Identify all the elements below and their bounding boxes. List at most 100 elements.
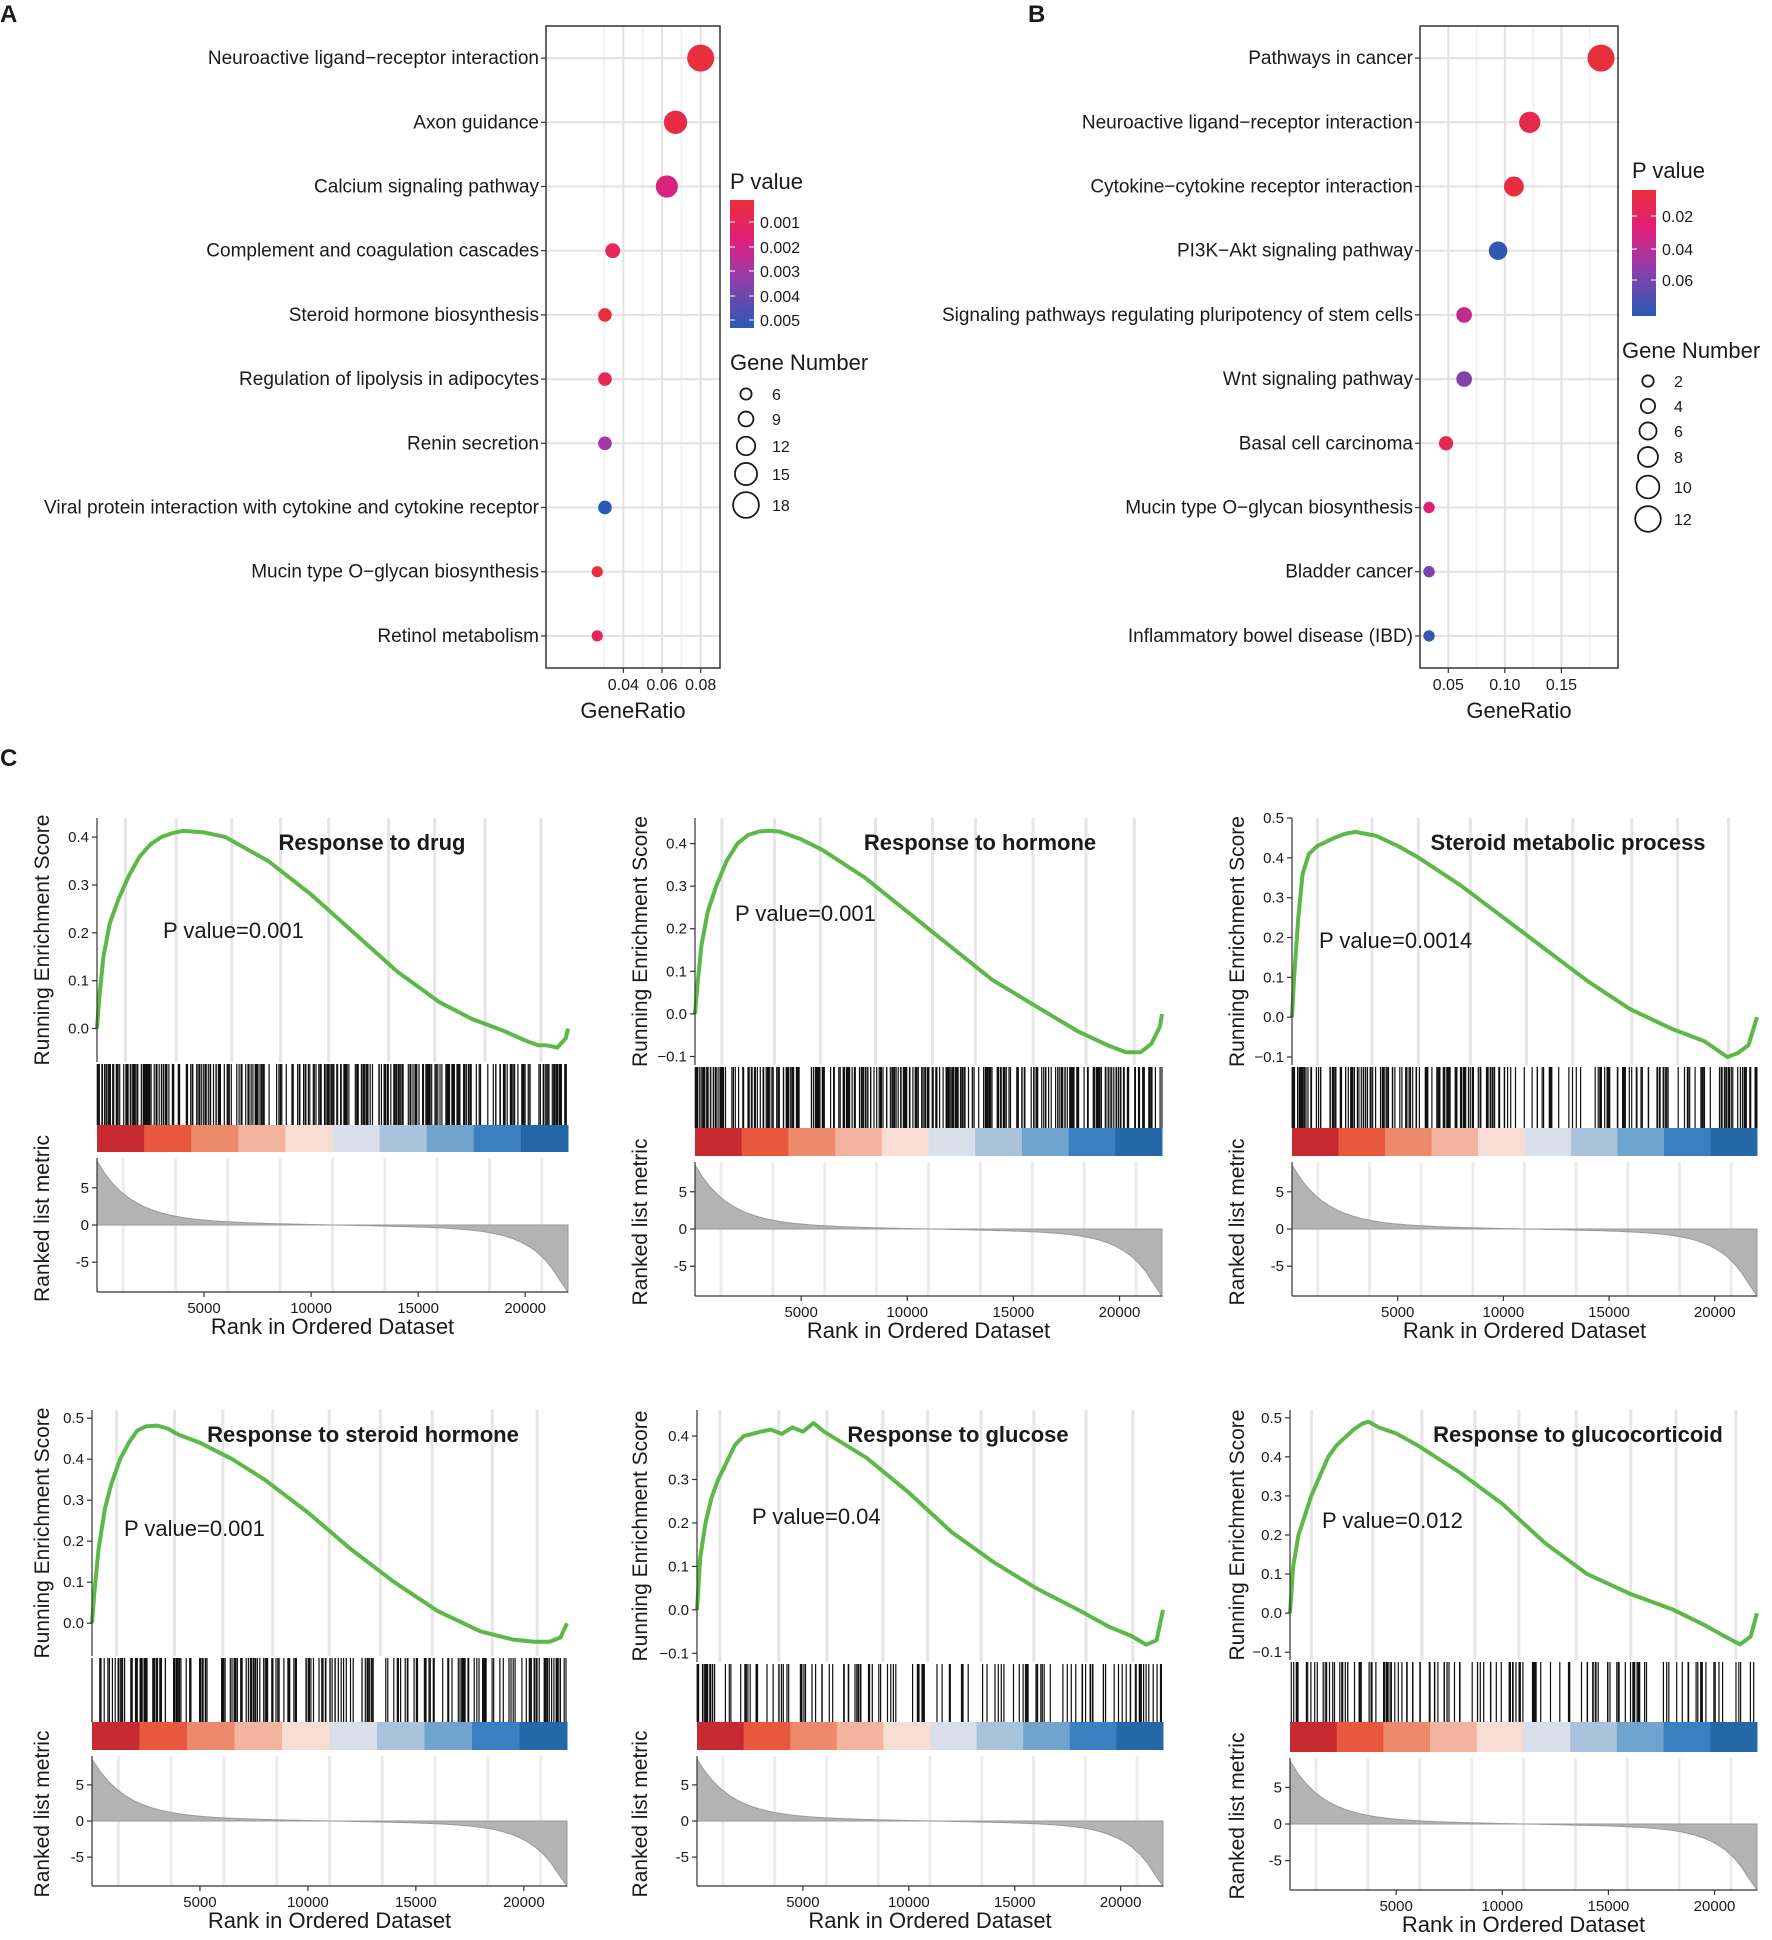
rank-heat-segment: [1616, 1722, 1665, 1752]
es-y-tick-label: 0.2: [666, 921, 687, 938]
rank-heat-segment: [1290, 1722, 1338, 1752]
gsea-title: Response to drug: [278, 830, 465, 855]
es-y-tick-label: 0.4: [666, 836, 687, 853]
data-point: [598, 436, 612, 451]
rank-heat-segment: [285, 1125, 333, 1152]
rank-heat-segment: [332, 1125, 381, 1152]
rank-heat-segment: [329, 1722, 378, 1750]
data-point: [1519, 111, 1541, 133]
panel-letter-c: C: [0, 745, 17, 772]
data-point: [591, 630, 603, 642]
size-legend-label: 9: [772, 412, 781, 429]
rank-heat-segment: [1383, 1722, 1431, 1752]
plot-frame: [1419, 25, 1619, 669]
es-y-tick-label: 0.4: [68, 829, 89, 846]
size-legend-label: 12: [772, 439, 790, 456]
es-y-tick-label: 0.2: [63, 1533, 84, 1550]
rank-y-tick-label: 5: [681, 1777, 689, 1794]
term-label: PI3K−Akt signaling pathway: [1177, 241, 1414, 262]
data-point: [687, 44, 715, 72]
rank-heat-segment: [187, 1722, 235, 1750]
gsea-plot-response-to-steroid-hormone: 0.0 0.1 0.2 0.3 0.4 0.5 Response to steroid ho…: [31, 1408, 569, 1933]
x-axis-title: GeneRatio: [580, 698, 685, 723]
rank-heat-segment: [1476, 1722, 1524, 1752]
rank-x-tick-label: 10000: [1481, 1898, 1523, 1915]
rank-x-tick-label: 20000: [503, 1894, 545, 1911]
ranked-metric-area: [696, 1757, 1164, 1888]
p-value-annotation: P value=0.012: [1322, 1508, 1463, 1533]
es-y-tick-label: −0.1: [657, 1048, 687, 1065]
gsea-title: Steroid metabolic process: [1430, 830, 1705, 855]
ranked-metric-area: [1291, 1163, 1758, 1298]
data-point: [1456, 307, 1472, 323]
rank-y-tick-label: 5: [81, 1180, 89, 1197]
x-axis-title: GeneRatio: [1466, 698, 1571, 723]
es-y-tick-label: 0.2: [668, 1515, 689, 1532]
rank-heat-segment: [1570, 1722, 1618, 1752]
rank-y-axis-title: Ranked list metric: [31, 1731, 54, 1898]
gsea-title: Response to glucose: [847, 1422, 1068, 1447]
size-legend-circle: [739, 387, 753, 401]
size-legend-label: 15: [772, 467, 790, 484]
es-y-tick-label: 0.3: [668, 1472, 689, 1489]
ranked-metric-area: [91, 1757, 568, 1888]
rank-heat-segment: [1710, 1128, 1758, 1156]
ranked-metric-area: [96, 1159, 569, 1294]
rank-y-tick-label: 0: [81, 1217, 89, 1234]
rank-heat-segment: [424, 1722, 473, 1750]
rank-x-tick-label: 10000: [888, 1894, 930, 1911]
es-y-tick-label: 0.5: [1263, 810, 1284, 827]
term-label: Complement and coagulation cascades: [206, 241, 539, 262]
gsea-plot-response-to-glucocorticoid: −0.1 0.0 0.1 0.2 0.3 0.4 0.5 Response to glucoc…: [1226, 1410, 1759, 1937]
gene-hit-marks: [696, 1664, 1162, 1722]
rank-x-tick-label: 10000: [290, 1300, 332, 1317]
es-y-tick-label: 0.2: [1261, 1527, 1282, 1544]
rank-heat-segment: [788, 1128, 836, 1156]
rank-heat-segment: [472, 1722, 520, 1750]
data-point: [591, 566, 603, 578]
rank-heat-segment: [1431, 1128, 1479, 1156]
gsea-plot-steroid-metabolic-process: −0.1 0.0 0.1 0.2 0.3 0.4 0.5 Steroid metabolic …: [1226, 810, 1759, 1343]
rank-x-tick-label: 5000: [183, 1894, 216, 1911]
x-axis-title: Rank in Ordered Dataset: [1403, 1318, 1646, 1343]
term-label: Neuroactive ligand−receptor interaction: [1082, 112, 1413, 133]
rank-heat-segment: [1023, 1722, 1071, 1750]
es-y-tick-label: 0.4: [1261, 1449, 1282, 1466]
size-legend-circle: [734, 462, 758, 486]
data-point: [663, 110, 688, 134]
dotplot-panel-a: Neuroactive ligand−receptor interaction A…: [44, 25, 868, 723]
es-y-tick-label: 0.5: [63, 1410, 84, 1427]
term-label: Retinol metabolism: [377, 626, 539, 647]
rank-heat-segment: [1116, 1722, 1164, 1750]
rank-heat-segment: [928, 1128, 976, 1156]
rank-x-tick-label: 15000: [395, 1894, 437, 1911]
rank-heat-segment: [743, 1722, 791, 1750]
rank-y-tick-label: 0: [679, 1221, 687, 1238]
rank-y-tick-label: -5: [71, 1849, 84, 1866]
rank-heat-segment: [1523, 1722, 1571, 1752]
rank-x-tick-label: 15000: [993, 1304, 1035, 1321]
ranked-metric-area: [1289, 1759, 1758, 1892]
gsea-title: Response to hormone: [864, 830, 1096, 855]
x-tick-label: 0.04: [608, 677, 639, 694]
gsea-plot-response-to-drug: 0.0 0.1 0.2 0.3 0.4 Response to drug P value=0…: [31, 815, 570, 1339]
rank-heat-segment: [835, 1128, 883, 1156]
x-tick-label: 0.05: [1433, 677, 1464, 694]
gsea-plot-response-to-hormone: −0.1 0.0 0.1 0.2 0.3 0.4 Response to hormone P …: [629, 816, 1164, 1343]
rank-heat-segment: [881, 1128, 929, 1156]
rank-heat-segment: [976, 1722, 1024, 1750]
gene-hit-marks: [96, 1064, 567, 1125]
color-legend-label: 0.04: [1662, 242, 1693, 259]
rank-heat-segment: [836, 1722, 884, 1750]
data-point: [1456, 371, 1472, 387]
dotplot-panel-b: Pathways in cancer Neuroactive ligand−rec…: [942, 25, 1760, 723]
rank-y-tick-label: 5: [679, 1184, 687, 1201]
es-y-tick-label: 0.0: [1263, 1009, 1284, 1026]
size-legend-label: 6: [772, 387, 781, 404]
size-legend-circle: [737, 410, 755, 428]
color-legend-title: P value: [730, 169, 803, 194]
term-label: Signaling pathways regulating pluripoten…: [942, 305, 1413, 326]
data-point: [598, 308, 612, 322]
rank-heat-segment: [1710, 1722, 1758, 1752]
rank-heat-segment: [97, 1125, 145, 1152]
